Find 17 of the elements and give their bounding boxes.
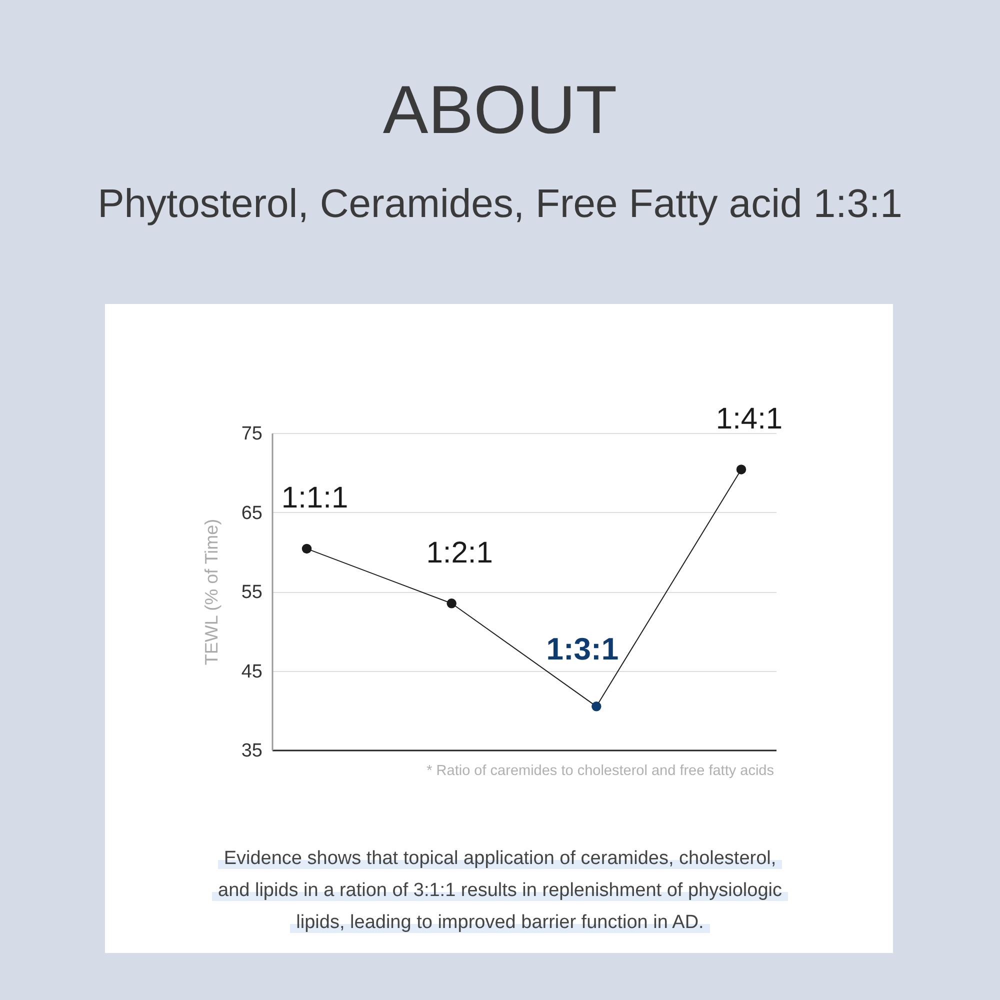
chart-subtitle: Phytosterol, Ceramides, Free Fatty acid 1:3:1 [96, 182, 904, 226]
y-tick-label: 35 [241, 740, 262, 762]
y-tick-label: 45 [241, 661, 262, 682]
point [302, 544, 312, 554]
x-tick-label: 1:3:1 [546, 631, 619, 666]
text: * Ratio of caremides to cholesterol and free fatty acids [426, 763, 774, 779]
chart-title: ABOUT [382, 72, 618, 148]
y-tick-label: 65 [241, 502, 262, 524]
x-tick-label: 1:4:1 [716, 402, 783, 436]
x-tick-label: 1:2:1 [426, 536, 493, 570]
point [446, 598, 456, 608]
y-axis-title: TEWL (% of Time) [201, 518, 222, 666]
point [592, 702, 602, 712]
y-tick-label: 75 [241, 424, 262, 444]
x-tick-label: 1:1:1 [281, 482, 348, 515]
y-tick-label: 55 [241, 582, 262, 603]
point [736, 464, 746, 474]
